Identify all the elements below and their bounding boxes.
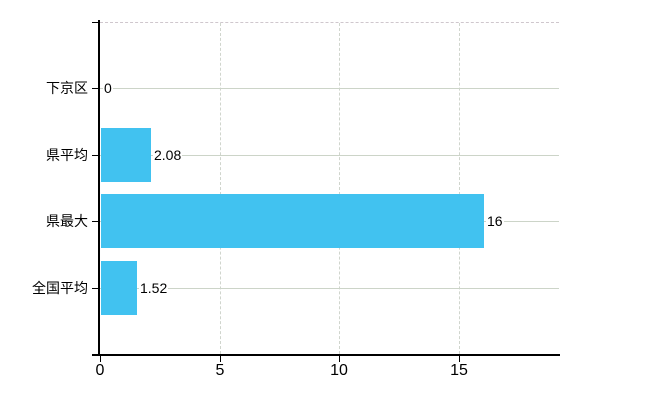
h-gridline: [100, 88, 559, 89]
bar: [101, 128, 151, 182]
x-tick-label: 0: [95, 362, 105, 379]
plot-top-border: [100, 22, 559, 23]
h-gridline: [100, 288, 559, 289]
x-axis-tick: [100, 356, 101, 362]
y-axis-tick: [92, 288, 100, 289]
value-label: 16: [486, 213, 504, 229]
category-label: 全国平均: [32, 280, 88, 296]
y-axis-tick: [92, 221, 100, 222]
x-axis-line: [92, 354, 560, 356]
category-label: 県最大: [46, 213, 88, 229]
v-gridline: [459, 23, 460, 354]
value-label: 2.08: [153, 147, 183, 163]
bar: [101, 261, 137, 315]
v-gridline: [220, 23, 221, 354]
category-label: 下京区: [46, 80, 88, 96]
x-tick-label: 5: [215, 362, 225, 379]
x-tick-label: 10: [330, 362, 348, 379]
h-gridline: [100, 155, 559, 156]
bar: [101, 194, 484, 248]
value-label: 0: [103, 80, 113, 96]
x-axis-tick: [220, 356, 221, 362]
x-tick-label: 15: [450, 362, 468, 379]
y-axis-tick: [92, 155, 100, 156]
y-axis-line: [98, 20, 100, 356]
value-label: 1.52: [139, 280, 169, 296]
y-axis-tick: [92, 88, 100, 89]
x-axis-tick: [339, 356, 340, 362]
category-label: 県平均: [46, 147, 88, 163]
x-axis-tick: [459, 356, 460, 362]
y-axis-tick: [92, 22, 100, 23]
v-gridline: [339, 23, 340, 354]
